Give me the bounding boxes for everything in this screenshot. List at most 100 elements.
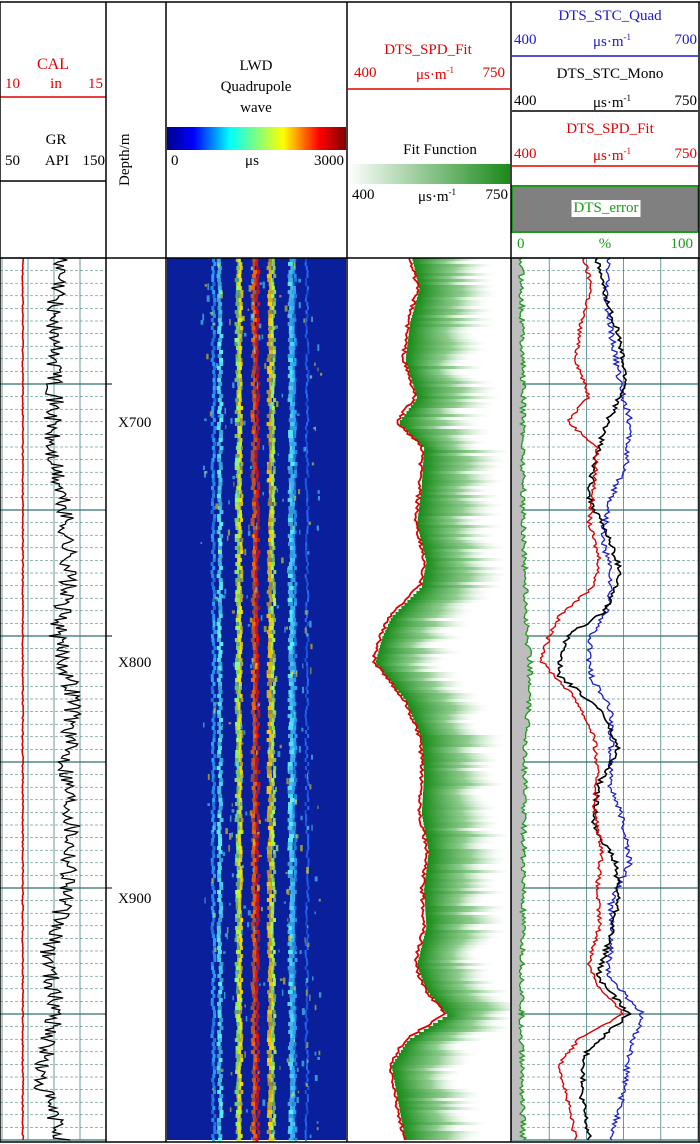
wave-band-segment: [288, 1126, 294, 1130]
fit-function-strip: [425, 909, 505, 912]
wave-band-segment: [306, 1110, 309, 1114]
wave-band-segment: [211, 266, 215, 270]
fit-function-strip: [421, 735, 509, 738]
wave-noise-speck: [287, 1058, 289, 1064]
fit-spd-max: 750: [482, 65, 506, 81]
fit-function-strip: [418, 528, 490, 531]
fit-function-strip: [417, 726, 480, 729]
fit-function-strip: [422, 798, 489, 801]
wave-band-segment: [235, 882, 241, 886]
wave-band-segment: [272, 698, 276, 702]
wave-band-segment: [294, 958, 298, 962]
gr-title: GR: [45, 132, 67, 148]
wave-band-segment: [268, 994, 274, 998]
wave-band-segment: [239, 874, 243, 878]
wave-band-segment: [273, 602, 277, 606]
wave-band-segment: [287, 322, 293, 326]
wave-band-segment: [216, 1118, 221, 1122]
wave-band-segment: [210, 1002, 214, 1006]
fit-function-strip: [444, 1011, 515, 1014]
wave-noise-speck: [219, 1098, 223, 1103]
fit-function-strip: [420, 972, 490, 975]
wave-band-segment: [238, 810, 242, 814]
wave-band-segment: [293, 702, 297, 706]
wave-band-segment: [218, 806, 223, 810]
wave-noise-speck: [212, 323, 216, 326]
wave-band-segment: [210, 698, 214, 702]
wave-band-segment: [291, 330, 295, 334]
wave-band-segment: [271, 458, 275, 462]
wave-band-segment: [251, 926, 256, 930]
wave-band-segment: [239, 566, 243, 570]
wave-band-segment: [256, 278, 259, 282]
wave-band-segment: [273, 774, 277, 778]
fit-function-strip: [422, 744, 510, 747]
wave-band-segment: [252, 966, 257, 970]
wave-band-segment: [307, 506, 310, 510]
wave-band-segment: [236, 1110, 241, 1114]
wave-band-segment: [271, 966, 275, 970]
wave-band-segment: [257, 714, 261, 718]
wave-noise-speck: [217, 1034, 220, 1040]
wave-band-segment: [216, 298, 221, 302]
wave-band-segment: [292, 482, 296, 486]
fit-function-strip: [424, 447, 482, 450]
wave-band-segment: [272, 958, 275, 962]
fit-function-strip: [401, 1116, 472, 1119]
fit-function-strip: [417, 525, 508, 528]
wave-noise-speck: [247, 308, 250, 311]
wave-band-segment: [287, 862, 293, 866]
wave-band-segment: [211, 982, 215, 986]
wave-band-segment: [238, 674, 242, 678]
wave-band-segment: [272, 1106, 276, 1110]
wave-band-segment: [234, 538, 240, 542]
wave-noise-speck: [247, 910, 251, 916]
wave-band-segment: [251, 826, 256, 830]
wave-band-segment: [211, 638, 215, 642]
wave-band-segment: [287, 354, 293, 358]
wave-band-segment: [211, 850, 215, 854]
wave-unit: μs: [245, 153, 259, 169]
fit-function-strip: [386, 675, 462, 678]
wave-noise-speck: [218, 549, 221, 553]
wave-band-segment: [271, 1042, 275, 1046]
wave-band-segment: [235, 914, 241, 918]
wave-band-segment: [292, 458, 296, 462]
fit-function-strip: [393, 684, 470, 687]
wave-band-segment: [291, 446, 295, 450]
wave-band-segment: [239, 1006, 243, 1010]
wave-band-segment: [290, 738, 295, 742]
wave-band-segment: [250, 774, 255, 778]
gr-max: 150: [82, 153, 106, 169]
fit-function-strip: [423, 780, 501, 783]
wave-band-segment: [212, 918, 216, 922]
wave-band-segment: [307, 350, 310, 354]
wave-noise-speck: [286, 889, 288, 894]
fit-function-strip: [402, 1047, 463, 1050]
wave-band-segment: [292, 658, 296, 662]
wave-band-segment: [251, 338, 256, 342]
wave-band-segment: [257, 482, 260, 486]
wave-band-segment: [217, 1046, 222, 1050]
wave-noise-speck: [258, 855, 262, 857]
wave-band-segment: [267, 578, 273, 582]
wave-band-segment: [210, 990, 214, 994]
wave-noise-speck: [256, 884, 260, 892]
wave-noise-speck: [256, 832, 260, 835]
wave-band-segment: [250, 1038, 255, 1042]
wave-band-segment: [268, 374, 274, 378]
wave-band-segment: [240, 326, 244, 330]
wave-band-segment: [217, 722, 222, 726]
wave-noise-speck: [317, 367, 319, 372]
wave-band-segment: [270, 330, 274, 334]
wave-band-segment: [235, 458, 240, 462]
wave-band-segment: [292, 998, 296, 1002]
wave-band-segment: [252, 970, 257, 974]
wave-noise-speck: [251, 1137, 253, 1141]
wave-band-segment: [255, 478, 259, 482]
wave-noise-speck: [275, 786, 278, 792]
wave-band-segment: [267, 878, 273, 882]
wave-band-segment: [212, 734, 216, 738]
wave-band-segment: [216, 386, 221, 390]
wave-band-segment: [252, 462, 257, 466]
